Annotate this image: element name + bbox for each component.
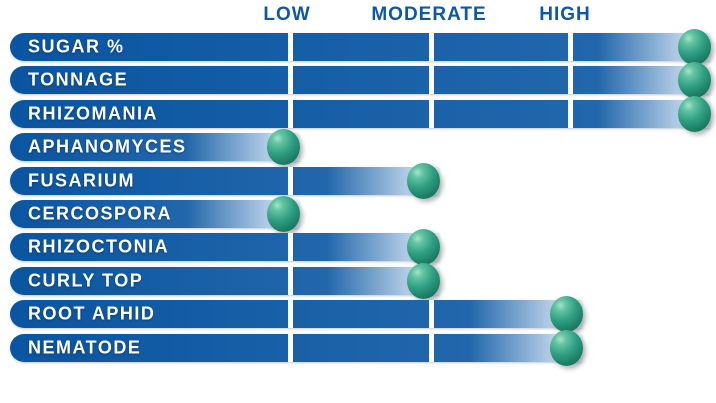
column-divider	[288, 333, 293, 362]
rating-marker	[677, 29, 711, 65]
trait-label: RHIZOCTONIA	[28, 236, 170, 257]
trait-bar: NEMATODE	[10, 333, 582, 362]
column-divider	[429, 300, 434, 329]
column-divider	[288, 166, 293, 195]
column-divider	[429, 99, 434, 128]
column-divider	[568, 33, 573, 61]
trait-bar: SUGAR %	[10, 33, 710, 61]
column-divider	[568, 66, 573, 95]
rating-marker	[549, 329, 583, 366]
column-divider	[288, 233, 293, 262]
trait-bar: RHIZOCTONIA	[10, 233, 439, 262]
rating-marker	[406, 162, 440, 199]
rating-marker	[266, 196, 300, 232]
rating-marker	[406, 229, 440, 266]
trait-label: NEMATODE	[28, 337, 142, 358]
rating-marker	[549, 296, 583, 333]
column-divider	[288, 33, 293, 61]
trait-label: CERCOSPORA	[28, 203, 173, 224]
trait-bar: CURLY TOP	[10, 266, 439, 295]
trait-bar: RHIZOMANIA	[10, 99, 710, 128]
column-divider	[288, 266, 293, 295]
trait-bar: FUSARIUM	[10, 166, 439, 195]
trait-label: FUSARIUM	[28, 170, 135, 191]
rating-marker	[266, 129, 300, 166]
trait-label: SUGAR %	[28, 36, 125, 57]
column-divider	[288, 300, 293, 329]
trait-label: APHANOMYCES	[28, 136, 187, 157]
column-divider	[429, 66, 434, 95]
column-divider	[288, 66, 293, 95]
trait-bar: TONNAGE	[10, 66, 710, 95]
trait-label: TONNAGE	[28, 69, 129, 90]
rating-marker	[677, 95, 711, 132]
scale-label-moderate: MODERATE	[371, 4, 487, 25]
scale-label-low: LOW	[263, 4, 311, 25]
trait-bar: CERCOSPORA	[10, 200, 299, 228]
trait-label: RHIZOMANIA	[28, 103, 158, 124]
column-divider	[288, 99, 293, 128]
trait-bar: APHANOMYCES	[10, 133, 299, 162]
trait-label: ROOT APHID	[28, 303, 156, 324]
column-divider	[568, 99, 573, 128]
column-divider	[429, 333, 434, 362]
trait-label: CURLY TOP	[28, 270, 144, 291]
column-divider	[429, 33, 434, 61]
rating-marker	[677, 62, 711, 99]
rating-marker	[406, 262, 440, 299]
trait-bar: ROOT APHID	[10, 300, 582, 329]
scale-label-high: HIGH	[539, 4, 591, 25]
